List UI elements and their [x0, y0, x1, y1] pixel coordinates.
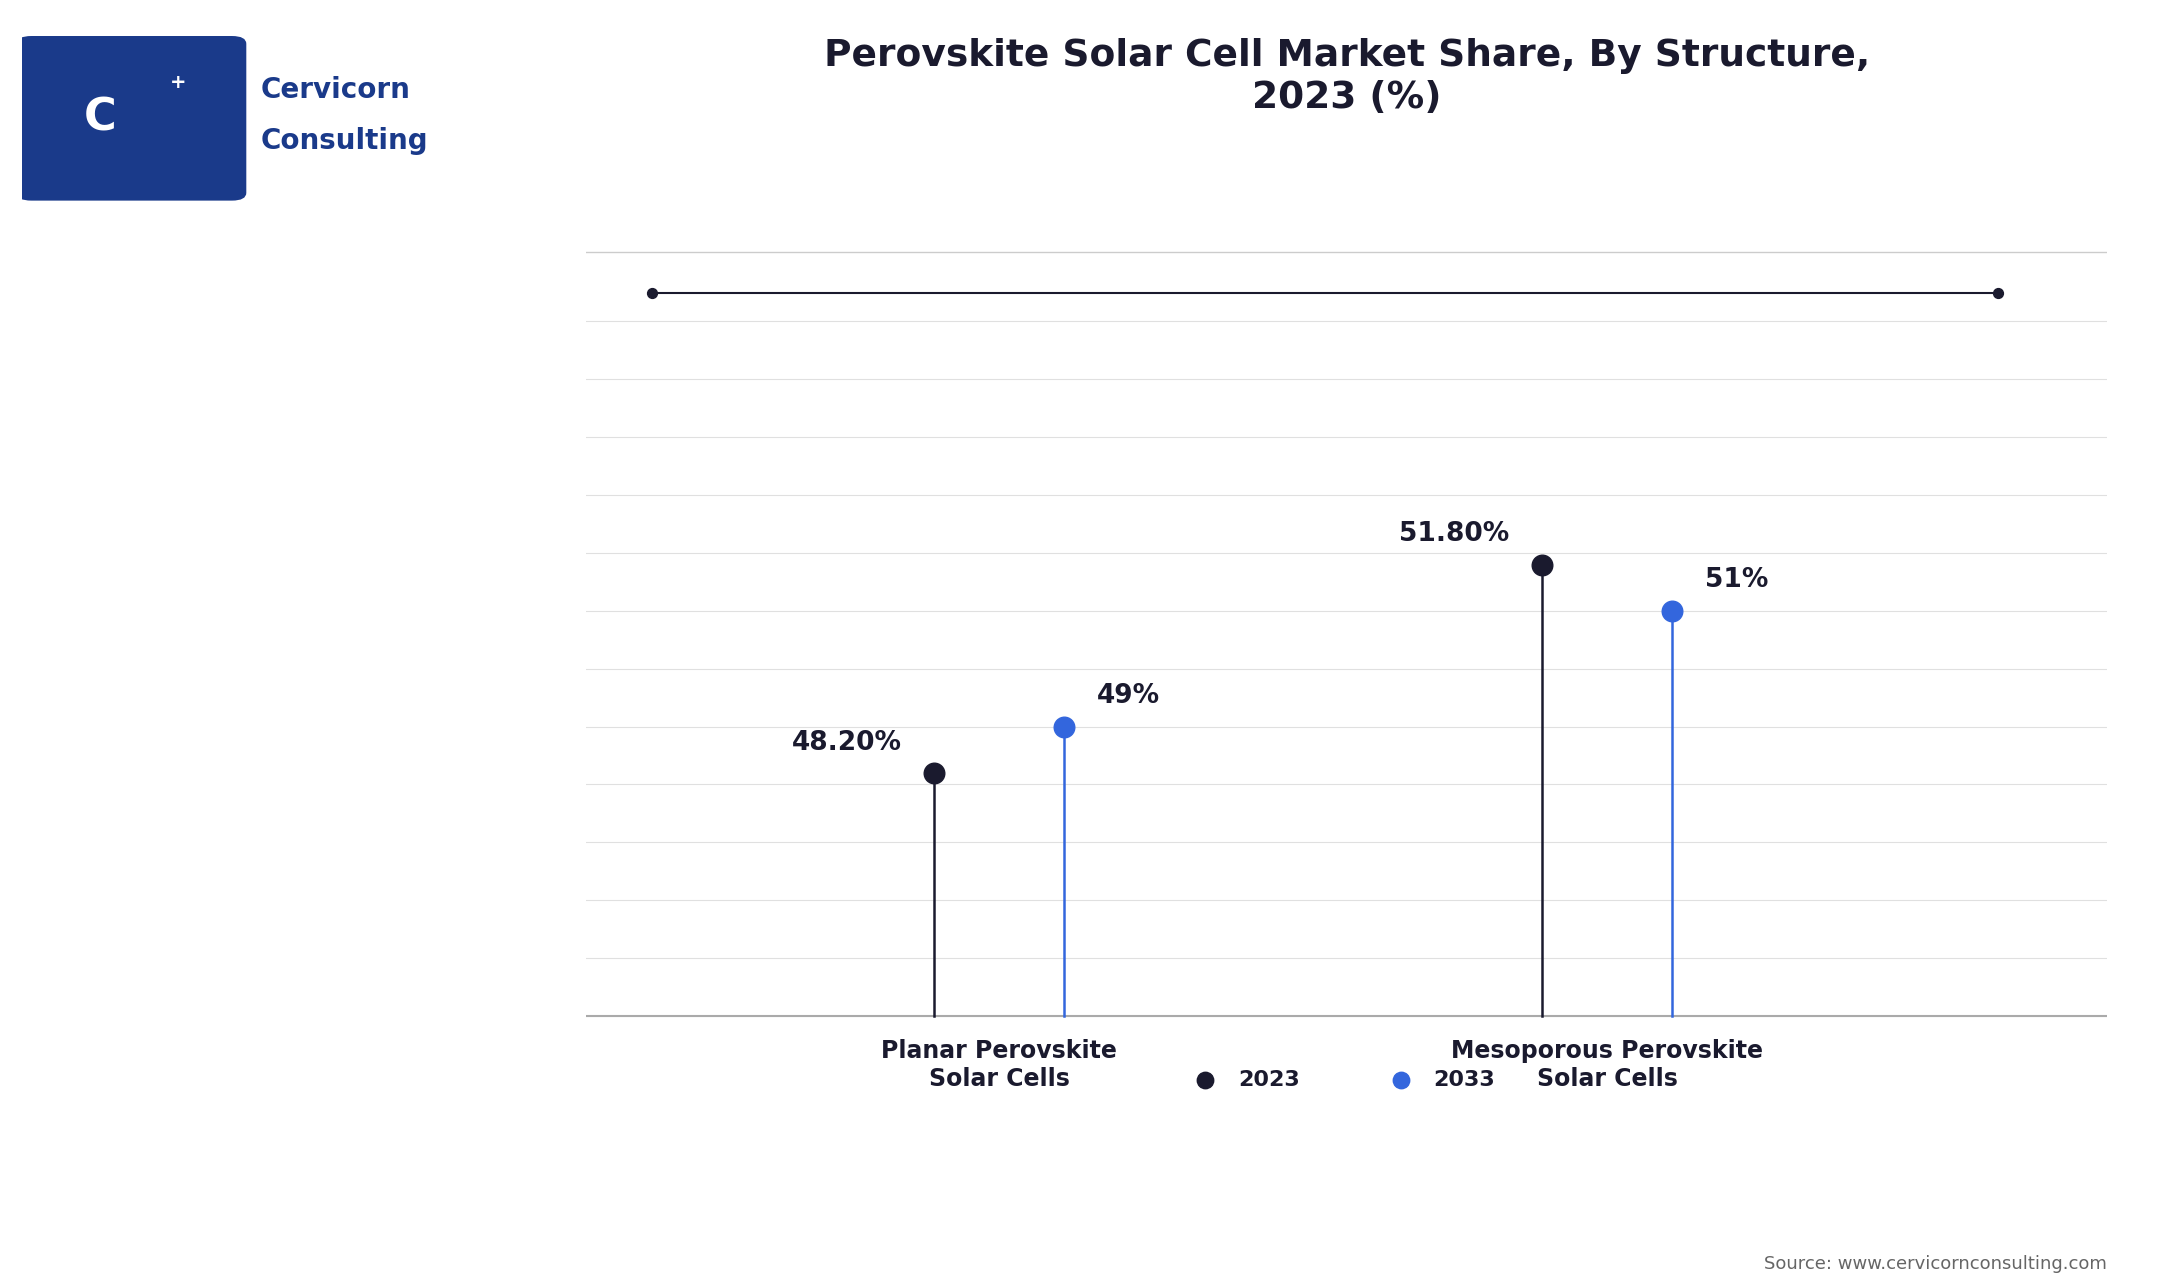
Text: +: + [169, 73, 187, 91]
Text: 2033: 2033 [1434, 1070, 1494, 1089]
Text: Cervicorn: Cervicorn [261, 76, 411, 104]
Text: Source: www.cervicornconsulting.com: Source: www.cervicornconsulting.com [1764, 1255, 2107, 1273]
Text: Perovskite Solar Cell Market Share, By Structure,
2023 (%): Perovskite Solar Cell Market Share, By S… [823, 39, 1870, 116]
Point [917, 763, 951, 783]
Text: 51%: 51% [1705, 567, 1768, 593]
Text: C: C [85, 96, 117, 140]
Point [1655, 601, 1690, 621]
Text: Consulting: Consulting [261, 127, 428, 156]
Point [634, 282, 669, 302]
Text: Planar Perovskite
Solar Cells: Planar Perovskite Solar Cells [882, 1039, 1116, 1091]
Point [1188, 1069, 1223, 1089]
Text: 51.80%: 51.80% [1399, 521, 1510, 547]
Text: 48.20%: 48.20% [791, 729, 901, 755]
Point [1981, 282, 2016, 302]
Text: 49%: 49% [1097, 683, 1160, 709]
Point [1525, 554, 1559, 575]
Point [1384, 1069, 1418, 1089]
Text: 2023: 2023 [1238, 1070, 1299, 1089]
Point [1047, 716, 1082, 737]
Text: Mesoporous Perovskite
Solar Cells: Mesoporous Perovskite Solar Cells [1451, 1039, 1764, 1091]
FancyBboxPatch shape [17, 36, 245, 201]
